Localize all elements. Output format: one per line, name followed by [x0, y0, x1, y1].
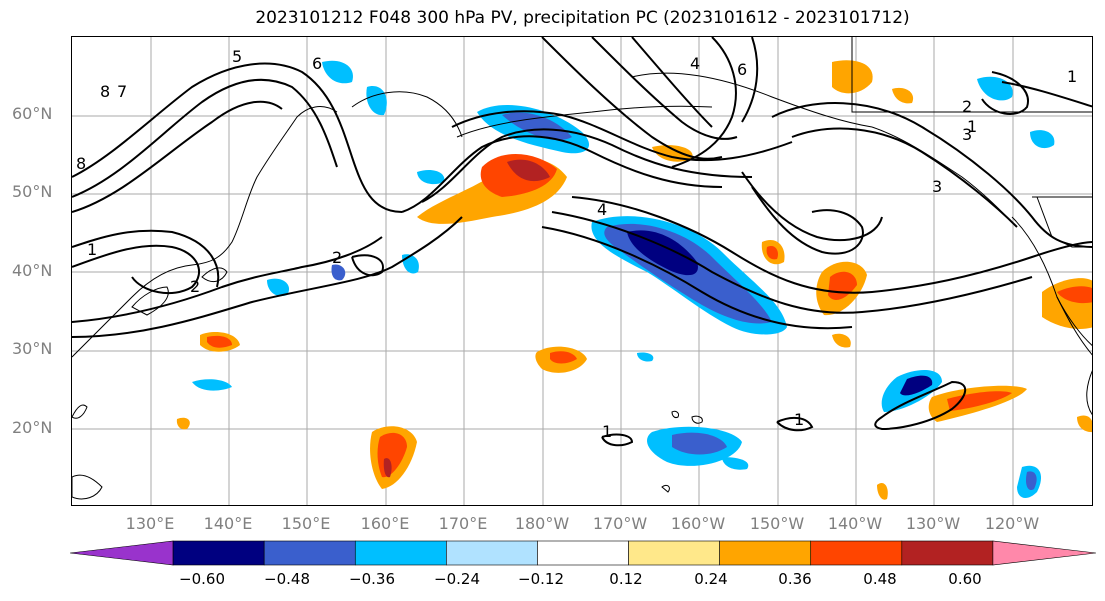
map-title: 2023101212 F048 300 hPa PV, precipitatio…: [255, 8, 910, 28]
contour-label: 2: [962, 97, 972, 116]
lat-label-30n: 30°N: [12, 339, 53, 358]
colorbar: [70, 540, 1096, 566]
lon-label-120w: 120°W: [984, 514, 1040, 533]
lon-label-170e: 170°E: [438, 514, 488, 533]
contour-label: 5: [232, 47, 242, 66]
lon-label-160e: 160°E: [360, 514, 410, 533]
lon-label-140w: 140°W: [827, 514, 883, 533]
lon-label-150w: 150°W: [749, 514, 805, 533]
map-canvas: 1 1 2 2 3 4 5 6 7 8 8 1 1 1 2 3 4 6: [72, 37, 1092, 505]
colorbar-segment: [992, 540, 1096, 566]
contour-label: 3: [962, 125, 972, 144]
colorbar-segment: [70, 540, 174, 566]
contour-label: 4: [690, 54, 700, 73]
lat-label-20n: 20°N: [12, 418, 53, 437]
colorbar-tick: 0.24: [694, 570, 728, 588]
pv-contours: [72, 37, 1092, 447]
precip-shading: [176, 60, 1092, 500]
colorbar-tick: −0.24: [434, 570, 480, 588]
lon-label-150e: 150°E: [281, 514, 331, 533]
contour-label: 8: [100, 82, 110, 101]
coastlines: [72, 37, 1092, 500]
contour-label: 6: [312, 54, 322, 73]
contour-label: 2: [190, 277, 200, 296]
contour-label: 1: [1067, 67, 1077, 86]
lat-label-60n: 60°N: [12, 104, 53, 123]
colorbar-tick: −0.36: [349, 570, 395, 588]
lon-label-130e: 130°E: [125, 514, 175, 533]
contour-label: 1: [87, 240, 97, 259]
colorbar-tick: −0.48: [264, 570, 310, 588]
colorbar-tick: −0.12: [518, 570, 564, 588]
colorbar-segment: [172, 540, 265, 566]
lon-label-170w: 170°W: [592, 514, 648, 533]
graticule: [72, 37, 1092, 505]
colorbar-segment: [810, 540, 903, 566]
colorbar-segment: [446, 540, 538, 566]
contour-label: 4: [597, 200, 607, 219]
contour-label: 3: [932, 177, 942, 196]
contour-label: 1: [967, 117, 977, 136]
contour-labels: 1 1 2 2 3 4 5 6 7 8 8 1 1 1 2 3 4 6: [76, 47, 1077, 441]
lon-label-180w: 180°W: [514, 514, 570, 533]
contour-label: 6: [737, 60, 747, 79]
contour-label: 7: [117, 82, 127, 101]
contour-label: 2: [332, 248, 342, 267]
lat-label-50n: 50°N: [12, 182, 53, 201]
colorbar-tick: −0.60: [179, 570, 225, 588]
colorbar-segment: [628, 540, 720, 566]
contour-label: 1: [794, 410, 804, 429]
colorbar-segment: [354, 540, 447, 566]
lon-label-140e: 140°E: [203, 514, 253, 533]
colorbar-segment: [719, 540, 812, 566]
contour-label: 8: [76, 154, 86, 173]
colorbar-tick: 0.48: [863, 570, 897, 588]
colorbar-tick: 0.60: [948, 570, 982, 588]
contour-label: 1: [602, 422, 612, 441]
lon-label-160w: 160°W: [670, 514, 726, 533]
map-panel: 1 1 2 2 3 4 5 6 7 8 8 1 1 1 2 3 4 6: [71, 36, 1093, 506]
colorbar-tick: 0.12: [609, 570, 643, 588]
colorbar-tick: 0.36: [778, 570, 812, 588]
colorbar-segment: [263, 540, 356, 566]
lon-label-130w: 130°W: [905, 514, 961, 533]
colorbar-segment: [901, 540, 994, 566]
lat-label-40n: 40°N: [12, 261, 53, 280]
colorbar-segment: [537, 540, 629, 566]
